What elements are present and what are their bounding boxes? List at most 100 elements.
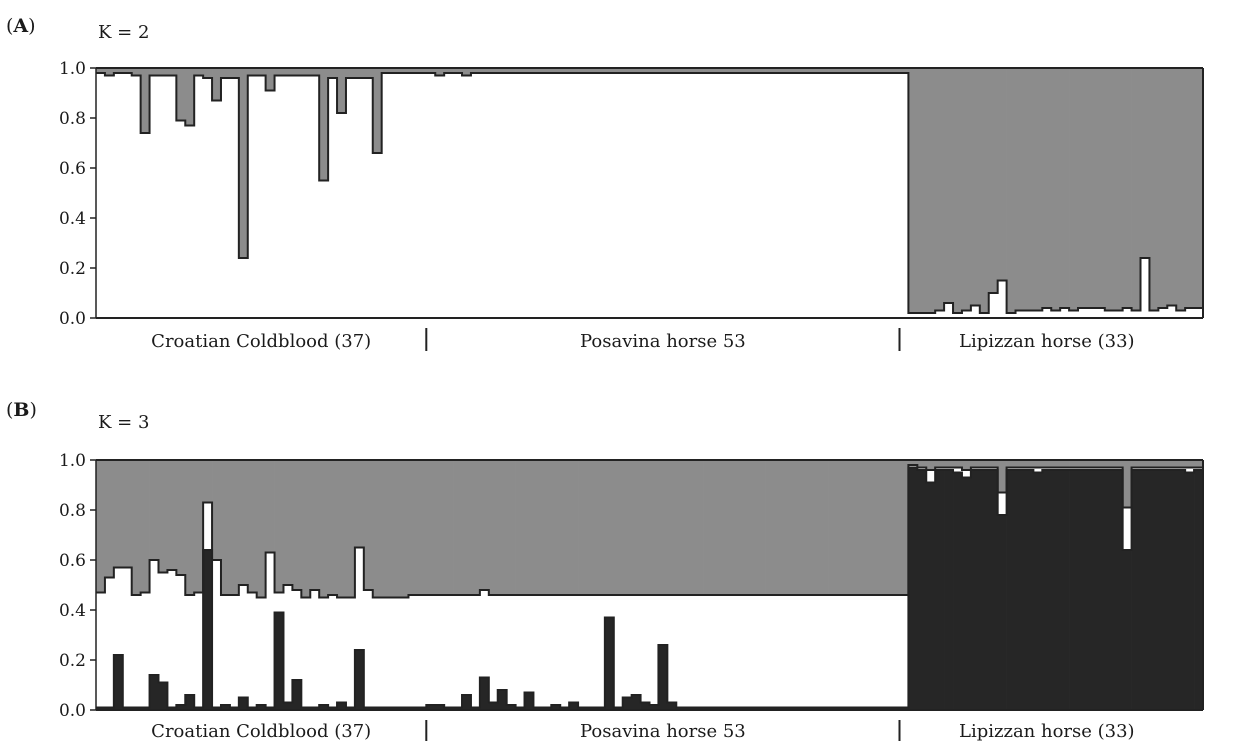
- bar-b-ind124-cluster2: [1194, 467, 1204, 470]
- bar-b-ind89-cluster1: [881, 707, 891, 710]
- group-label-b-3: Lipizzan horse (33): [959, 721, 1135, 742]
- bar-b-ind41-cluster2: [453, 595, 463, 708]
- bar-a-ind115-cluster1: [1113, 310, 1124, 318]
- bar-b-ind73-cluster1: [738, 707, 749, 710]
- bar-a-ind52-cluster2: [551, 68, 561, 73]
- bar-b-ind46-cluster1: [497, 690, 508, 710]
- bar-b-ind40-cluster2: [444, 595, 454, 708]
- bar-a-ind106-cluster2: [1033, 68, 1043, 311]
- bar-b-ind32-cluster1: [372, 707, 383, 710]
- y-tick-label-b-4: 0.8: [59, 501, 86, 521]
- bar-a-ind32-cluster1: [372, 153, 383, 318]
- bar-b-ind123-cluster1: [1185, 472, 1195, 710]
- bar-a-ind62-cluster2: [640, 68, 650, 73]
- bar-b-ind3-cluster3: [113, 460, 124, 568]
- bar-b-ind75-cluster2: [756, 595, 766, 708]
- bar-a-ind4-cluster1: [122, 73, 133, 318]
- bar-b-ind56-cluster2: [587, 595, 597, 708]
- bar-b-ind41-cluster3: [453, 460, 463, 595]
- bar-a-ind79-cluster2: [792, 68, 802, 73]
- bar-b-ind113-cluster3: [1095, 460, 1106, 468]
- bar-a-ind62-cluster1: [640, 73, 650, 318]
- bar-a-ind108-cluster2: [1051, 68, 1061, 311]
- bar-b-ind113-cluster2: [1095, 467, 1106, 470]
- bar-b-ind90-cluster3: [890, 460, 900, 595]
- bar-b-ind19-cluster2: [256, 597, 266, 705]
- bar-a-ind110-cluster2: [1069, 68, 1079, 311]
- bar-a-ind102-cluster2: [997, 68, 1007, 281]
- bar-b-ind10-cluster3: [176, 460, 186, 575]
- bar-b-ind9-cluster2: [167, 570, 177, 708]
- bar-b-ind54-cluster3: [569, 460, 579, 595]
- bar-a-ind64-cluster1: [658, 73, 668, 318]
- y-ticks-b: 0.0 0.2 0.4 0.6 0.8 1.0: [59, 451, 96, 721]
- bar-b-ind89-cluster3: [881, 460, 891, 595]
- bar-a-ind39-cluster2: [435, 68, 445, 76]
- bar-b-ind35-cluster3: [399, 460, 409, 598]
- bar-a-ind8-cluster2: [158, 68, 168, 76]
- bar-a-ind36-cluster2: [408, 68, 418, 73]
- bar-b-ind5-cluster1: [131, 707, 141, 710]
- bar-b-ind59-cluster1: [613, 707, 624, 710]
- bar-b-ind118-cluster3: [1140, 460, 1150, 468]
- bar-b-ind52-cluster1: [551, 705, 561, 710]
- bar-b-ind51-cluster2: [542, 595, 552, 708]
- bar-b-ind18-cluster3: [247, 460, 258, 593]
- bar-a-ind19-cluster1: [256, 75, 266, 318]
- bar-b-ind98-cluster3: [961, 460, 972, 470]
- bar-a-ind46-cluster1: [497, 73, 508, 318]
- bar-a-ind27-cluster2: [328, 68, 338, 78]
- bar-a-ind28-cluster1: [337, 113, 347, 318]
- bar-a-ind89-cluster2: [881, 68, 891, 73]
- bar-b-ind28-cluster2: [337, 597, 347, 703]
- bar-b-ind81-cluster2: [810, 595, 820, 708]
- bar-a-ind74-cluster1: [747, 73, 757, 318]
- bar-a-ind78-cluster2: [783, 68, 793, 73]
- bar-b-ind103-cluster1: [1006, 470, 1016, 710]
- bar-b-ind26-cluster2: [319, 597, 329, 705]
- bar-b-ind27-cluster3: [328, 460, 338, 595]
- bar-a-ind119-cluster2: [1149, 68, 1159, 311]
- bar-b-ind105-cluster3: [1024, 460, 1034, 468]
- bar-b-ind86-cluster3: [854, 460, 865, 595]
- bar-b-ind86-cluster1: [854, 707, 865, 710]
- y-tick-label-b-3: 0.6: [59, 551, 86, 571]
- bar-a-ind75-cluster1: [756, 73, 766, 318]
- bar-a-ind10-cluster2: [176, 68, 186, 121]
- bar-b-ind8-cluster2: [158, 572, 168, 683]
- bar-a-ind115-cluster2: [1113, 68, 1124, 311]
- bar-b-ind81-cluster1: [810, 707, 820, 710]
- bar-b-ind64-cluster3: [658, 460, 668, 595]
- bar-b-ind121-cluster1: [1167, 470, 1177, 710]
- bar-b-ind110-cluster2: [1069, 467, 1079, 470]
- bar-a-ind121-cluster1: [1167, 305, 1177, 318]
- bar-b-ind41-cluster1: [453, 707, 463, 710]
- bar-b-ind5-cluster2: [131, 595, 141, 708]
- bar-b-ind24-cluster3: [301, 460, 311, 598]
- bar-a-ind82-cluster1: [819, 73, 829, 318]
- bar-b-ind10-cluster1: [176, 705, 186, 710]
- bar-b-ind87-cluster3: [863, 460, 874, 595]
- bar-b-ind80-cluster2: [801, 595, 811, 708]
- bar-a-ind111-cluster2: [1078, 68, 1088, 308]
- bar-b-ind76-cluster3: [765, 460, 775, 595]
- bar-b-ind115-cluster3: [1113, 460, 1124, 468]
- bar-a-ind119-cluster1: [1149, 310, 1159, 318]
- bar-b-ind51-cluster1: [542, 707, 552, 710]
- bar-a-ind47-cluster1: [506, 73, 516, 318]
- bar-a-ind57-cluster2: [595, 68, 606, 73]
- bar-a-ind48-cluster2: [515, 68, 525, 73]
- bar-a-ind67-cluster2: [685, 68, 695, 73]
- bar-b-ind83-cluster1: [828, 707, 838, 710]
- bar-a-ind26-cluster1: [319, 180, 329, 318]
- bar-b-ind92-cluster3: [908, 460, 918, 465]
- bar-a-ind1-cluster2: [96, 68, 106, 73]
- bar-b-ind34-cluster2: [390, 597, 400, 708]
- bar-b-ind53-cluster1: [560, 707, 570, 710]
- bar-a-ind69-cluster1: [703, 73, 713, 318]
- bar-a-ind71-cluster1: [720, 73, 731, 318]
- bar-b-ind92-cluster2: [908, 465, 918, 468]
- bar-b-ind72-cluster2: [729, 595, 740, 708]
- bar-b-ind102-cluster1: [997, 515, 1007, 710]
- bar-b-ind93-cluster1: [917, 470, 927, 710]
